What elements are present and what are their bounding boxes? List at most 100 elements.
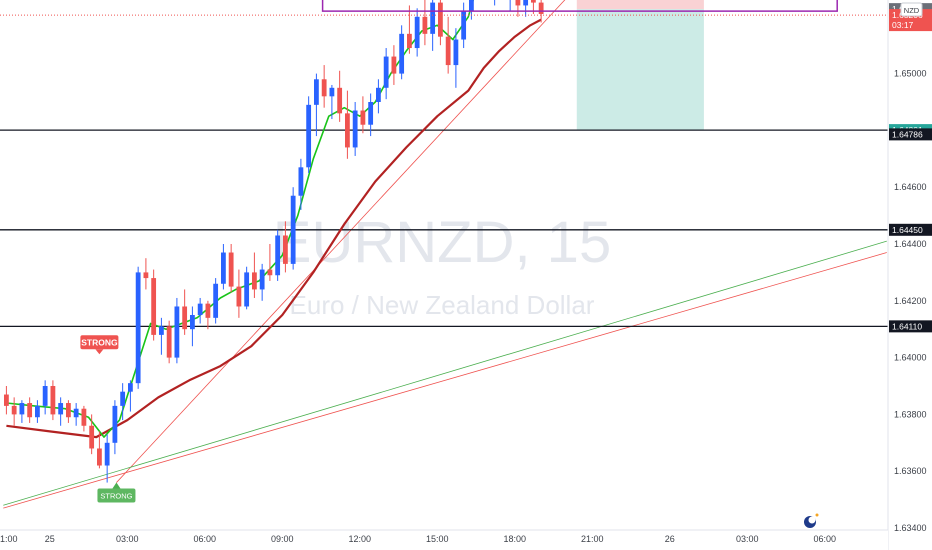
time-axis[interactable]: 1:00 25 03:00 06:00 09:00 12:00 15:00 18:00 21:0… bbox=[0, 534, 836, 544]
time-tick-label: 15:00 bbox=[426, 534, 449, 544]
time-tick-label: 06:00 bbox=[194, 534, 217, 544]
candle-body-10 bbox=[81, 408, 87, 426]
currency-badge-label: NZD bbox=[904, 6, 920, 15]
candle-body-28 bbox=[221, 252, 226, 284]
candle-body-3 bbox=[27, 403, 33, 418]
candle-body-69 bbox=[538, 2, 544, 14]
candle-body-2 bbox=[19, 403, 25, 415]
candle-body-19 bbox=[151, 278, 157, 335]
trendline-2 bbox=[3, 240, 887, 506]
candle-body-58 bbox=[453, 39, 459, 66]
time-tick-label: 12:00 bbox=[349, 534, 372, 544]
time-axis-background bbox=[0, 530, 888, 550]
candle-body-25 bbox=[197, 303, 203, 315]
candle-body-67 bbox=[523, 0, 529, 6]
time-tick-label: 1:00 bbox=[0, 534, 18, 544]
candle-body-32 bbox=[252, 272, 257, 290]
time-tick-label: 25 bbox=[45, 534, 55, 544]
candle-body-4 bbox=[35, 405, 40, 418]
candle-body-31 bbox=[244, 272, 250, 307]
candle-body-46 bbox=[360, 110, 366, 125]
ema-slow-line bbox=[6, 18, 542, 439]
candle-body-6 bbox=[50, 386, 56, 415]
time-tick-label: 03:00 bbox=[736, 534, 759, 544]
candle-body-13 bbox=[104, 442, 110, 466]
zone-rectangle bbox=[321, 0, 838, 12]
candle-body-56 bbox=[438, 2, 443, 37]
candle-body-11 bbox=[89, 425, 95, 449]
signal-pointer-0 bbox=[95, 349, 104, 355]
candle-body-40 bbox=[314, 79, 319, 105]
time-tick-label: 03:00 bbox=[116, 534, 139, 544]
price-label-countdown: 03:17 bbox=[892, 20, 914, 30]
candle-body-54 bbox=[422, 16, 428, 34]
candle-body-24 bbox=[190, 315, 195, 330]
candle-body-18 bbox=[143, 272, 149, 279]
price-tick-label: 1.63800 bbox=[894, 409, 927, 419]
price-tick-label: 1.63400 bbox=[894, 523, 927, 533]
signal-pointer-1 bbox=[112, 482, 121, 489]
candle-body-7 bbox=[58, 403, 64, 415]
signal-label-1: STRONG bbox=[100, 492, 132, 501]
time-tick-label: 21:00 bbox=[581, 534, 604, 544]
candle-body-36 bbox=[283, 235, 288, 264]
candle-body-59 bbox=[461, 11, 467, 40]
candle-body-33 bbox=[259, 269, 265, 290]
price-label-6: 1.64110 bbox=[892, 321, 922, 331]
candle-body-60 bbox=[469, 0, 474, 12]
candle-body-9 bbox=[73, 408, 79, 418]
candle-body-45 bbox=[352, 110, 358, 148]
candle-body-68 bbox=[531, 0, 536, 3]
candle-body-21 bbox=[166, 326, 172, 358]
candle-body-29 bbox=[228, 252, 234, 287]
candle-body-53 bbox=[414, 16, 420, 49]
time-tick-label: 18:00 bbox=[504, 534, 527, 544]
price-label-4: 1.64786 bbox=[892, 129, 923, 139]
candle-body-39 bbox=[306, 104, 312, 168]
position-stop-zone bbox=[576, 0, 704, 10]
candle-body-57 bbox=[445, 36, 451, 66]
watermark-name: Euro / New Zealand Dollar bbox=[290, 290, 595, 320]
price-label-box-5 bbox=[889, 223, 932, 236]
signal-label-0: STRONG bbox=[81, 337, 118, 347]
horizontal-levels[interactable] bbox=[0, 129, 888, 328]
price-tick-label: 1.64400 bbox=[894, 239, 927, 249]
currency-badge: NZD bbox=[900, 2, 923, 17]
signal-badge-0 bbox=[80, 335, 119, 350]
price-label-5: 1.64450 bbox=[892, 225, 923, 235]
candle-body-14 bbox=[112, 405, 118, 443]
candle-body-16 bbox=[128, 383, 133, 392]
candle-body-15 bbox=[120, 391, 126, 406]
candle-body-38 bbox=[298, 167, 304, 196]
trendlines[interactable] bbox=[3, 0, 887, 509]
candle-body-37 bbox=[290, 195, 296, 264]
price-axis-background bbox=[888, 0, 932, 550]
candle-body-55 bbox=[430, 2, 436, 34]
candle-body-42 bbox=[329, 87, 335, 97]
candle-body-5 bbox=[42, 386, 48, 406]
candle-body-26 bbox=[205, 303, 211, 318]
candle-body-44 bbox=[345, 113, 350, 148]
signal-badges: STRONG STRONG bbox=[80, 335, 136, 503]
candle-body-17 bbox=[135, 272, 141, 384]
candle-body-43 bbox=[337, 87, 343, 114]
candle-body-47 bbox=[368, 102, 374, 125]
candle-body-23 bbox=[182, 306, 188, 330]
candle-body-50 bbox=[391, 56, 397, 74]
price-tick-label: 1.64600 bbox=[894, 182, 927, 192]
price-tick-label: 1.64200 bbox=[894, 296, 927, 306]
candle-body-8 bbox=[66, 403, 71, 418]
tradingview-logo-icon bbox=[804, 513, 819, 528]
zone-box[interactable] bbox=[321, 0, 838, 12]
candle-body-12 bbox=[97, 448, 102, 466]
trendline-0 bbox=[116, 0, 566, 483]
price-label-box-4 bbox=[889, 128, 932, 141]
candle-body-0 bbox=[4, 394, 9, 406]
short-position-tool[interactable] bbox=[576, 0, 704, 131]
trendline-1 bbox=[3, 252, 887, 509]
price-tick-label: 1.63600 bbox=[894, 466, 927, 476]
position-target-zone bbox=[576, 9, 704, 131]
candle-body-27 bbox=[213, 283, 219, 318]
